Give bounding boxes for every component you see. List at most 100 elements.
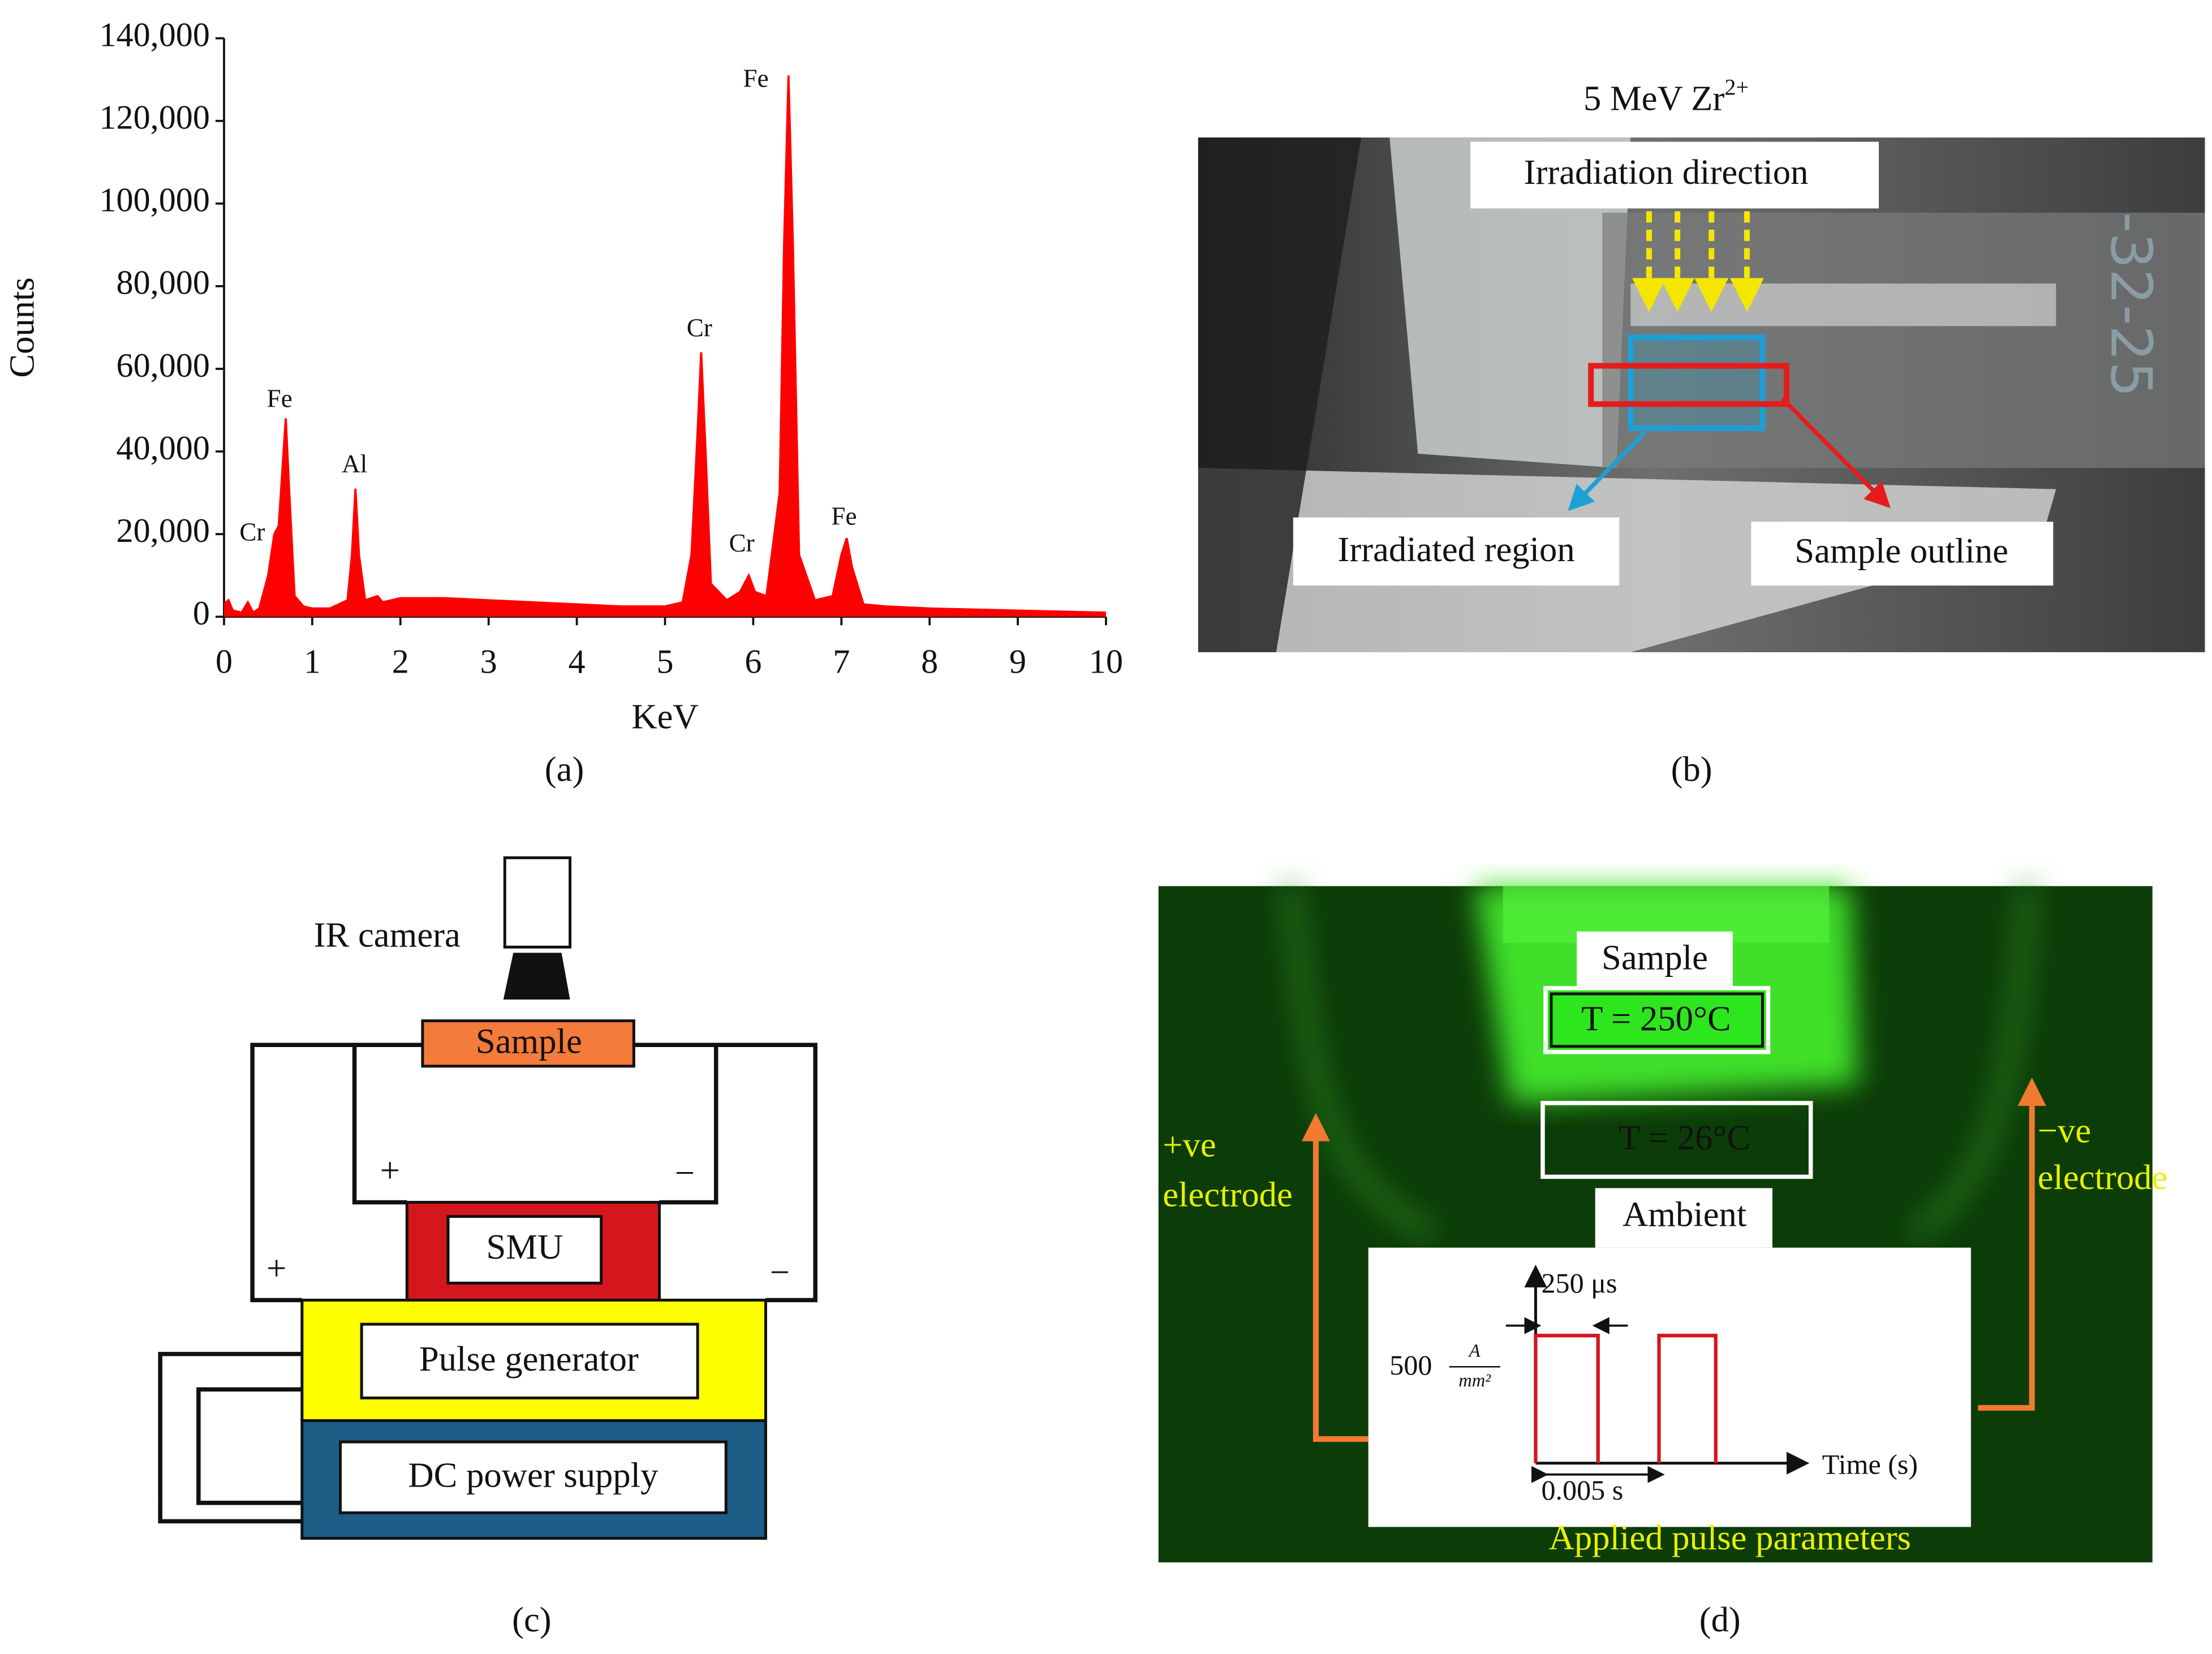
panel-d: Sample T = 250°C T = 26°C Ambient +ve el… xyxy=(1158,885,2168,1563)
sample-outline xyxy=(1588,363,1790,407)
camera-label: IR camera xyxy=(314,915,461,955)
x-tick-label: 2 xyxy=(392,643,409,680)
peak-label: Fe xyxy=(743,64,769,92)
peak-label: Fe xyxy=(831,502,857,531)
label-box xyxy=(1470,141,1879,209)
period: 0.005 s xyxy=(1541,1474,1623,1506)
wire xyxy=(250,1043,817,1303)
x-tick-label: 0 xyxy=(216,643,233,680)
photo-region xyxy=(1389,137,1631,468)
sample-glow xyxy=(1503,886,1830,943)
temperature-box xyxy=(1550,992,1764,1048)
panel-b: -32-25 5 MeV Zr2+ Irradiation direction … xyxy=(1198,74,2205,652)
peak-label: Cr xyxy=(239,518,265,546)
x-tick-label: 5 xyxy=(656,643,673,680)
sample-temperature: T = 250°C xyxy=(1581,999,1731,1039)
photo-region xyxy=(1630,283,2056,326)
label-box xyxy=(360,1323,699,1399)
sample-label: Sample xyxy=(476,1022,582,1061)
photo-region xyxy=(1198,137,1362,652)
sample-block xyxy=(421,1019,635,1068)
y-tick-label: 140,000 xyxy=(99,16,209,54)
x-tick-label: 3 xyxy=(480,643,497,680)
peak-label: Fe xyxy=(267,384,292,412)
dc-label: DC power supply xyxy=(408,1455,659,1495)
label-box xyxy=(446,1215,603,1285)
pulse-width: 250 μs xyxy=(1541,1267,1617,1299)
sign: − xyxy=(770,1252,790,1292)
x-tick-label: 10 xyxy=(1089,643,1123,680)
sign: − xyxy=(675,1153,695,1193)
electrode-label: electrode xyxy=(2038,1157,2168,1197)
peak-label: Cr xyxy=(729,529,755,557)
label-box xyxy=(1293,517,1620,586)
x-tick-label: 7 xyxy=(833,643,850,680)
beam-label: 5 MeV Zr2+ xyxy=(1583,74,1749,118)
amplitude-unit: A xyxy=(1468,1341,1481,1362)
arrow xyxy=(1568,430,1647,511)
sign: + xyxy=(266,1248,286,1288)
label-box xyxy=(1577,931,1733,988)
photo-region xyxy=(1198,468,2056,652)
y-tick-label: 80,000 xyxy=(117,264,210,302)
direction-label: Irradiation direction xyxy=(1524,152,1809,192)
arrow xyxy=(1780,397,1891,509)
ambient-label: Ambient xyxy=(1623,1194,1747,1234)
label-box xyxy=(339,1440,728,1514)
wire xyxy=(352,1043,718,1205)
photo-text: -32-25 xyxy=(2098,212,2164,397)
electrode-glow xyxy=(1284,885,2034,1239)
x-tick-label: 9 xyxy=(1009,643,1026,680)
camera-lens xyxy=(503,953,570,1000)
amplitude: 500 xyxy=(1389,1349,1432,1381)
electrode-label: −ve xyxy=(2038,1111,2091,1151)
temperature-box xyxy=(1540,1101,1813,1179)
temperature-box xyxy=(1543,986,1771,1054)
arrow xyxy=(1978,1077,2046,1411)
y-tick-label: 100,000 xyxy=(99,182,209,219)
caption: (a) xyxy=(545,749,584,789)
camera-body xyxy=(503,856,572,949)
spectrum-line xyxy=(223,75,1107,614)
time-axis-label: Time (s) xyxy=(1822,1449,1918,1480)
inset xyxy=(1368,1247,1971,1527)
y-axis-label: Counts xyxy=(2,277,41,378)
amplitude-unit: mm² xyxy=(1458,1371,1491,1391)
area-fill xyxy=(224,75,1106,617)
y-tick-label: 20,000 xyxy=(117,512,210,550)
wire xyxy=(158,1351,302,1524)
pulse-label: Pulse generator xyxy=(419,1339,639,1379)
caption: (c) xyxy=(512,1600,552,1639)
smu-label: SMU xyxy=(486,1227,563,1267)
y-tick-label: 40,000 xyxy=(117,429,210,467)
peak-label: Al xyxy=(342,450,367,478)
panel-a: 0 20,000 40,000 60,000 80,000 100,000 120,000 1… xyxy=(2,16,1123,736)
x-tick-label: 6 xyxy=(744,643,761,680)
irradiated-outline xyxy=(1628,334,1766,431)
panel-c: IR camera Sample SMU Pulse generator DC … xyxy=(158,856,817,1540)
beam-arrows xyxy=(1632,211,1764,312)
sign: + xyxy=(380,1151,400,1190)
x-tick-label: 8 xyxy=(921,643,938,680)
label-box xyxy=(1595,1188,1773,1248)
arrow xyxy=(1301,1113,1368,1442)
y-tick-label: 120,000 xyxy=(99,99,209,137)
electrode-label: +ve xyxy=(1163,1125,1216,1165)
x-tick-label: 1 xyxy=(304,643,321,680)
x-axis-label: KeV xyxy=(631,697,698,736)
ambient-temperature: T = 26°C xyxy=(1619,1118,1750,1157)
label-box xyxy=(1751,522,2054,586)
beam-charge: 2+ xyxy=(1724,74,1749,100)
electrode-label: electrode xyxy=(1163,1174,1293,1214)
y-tick-label: 0 xyxy=(193,595,210,632)
pulse-train xyxy=(1534,1333,1718,1463)
inset-title: Applied pulse parameters xyxy=(1549,1518,1911,1557)
caption: (b) xyxy=(1671,749,1712,789)
peak-label: Cr xyxy=(687,313,712,342)
sample-label: Sample xyxy=(1602,938,1708,977)
y-tick-label: 60,000 xyxy=(117,347,210,385)
x-tick-label: 4 xyxy=(569,643,586,680)
outline-label: Sample outline xyxy=(1794,531,2008,570)
irradiated-label: Irradiated region xyxy=(1337,529,1574,569)
